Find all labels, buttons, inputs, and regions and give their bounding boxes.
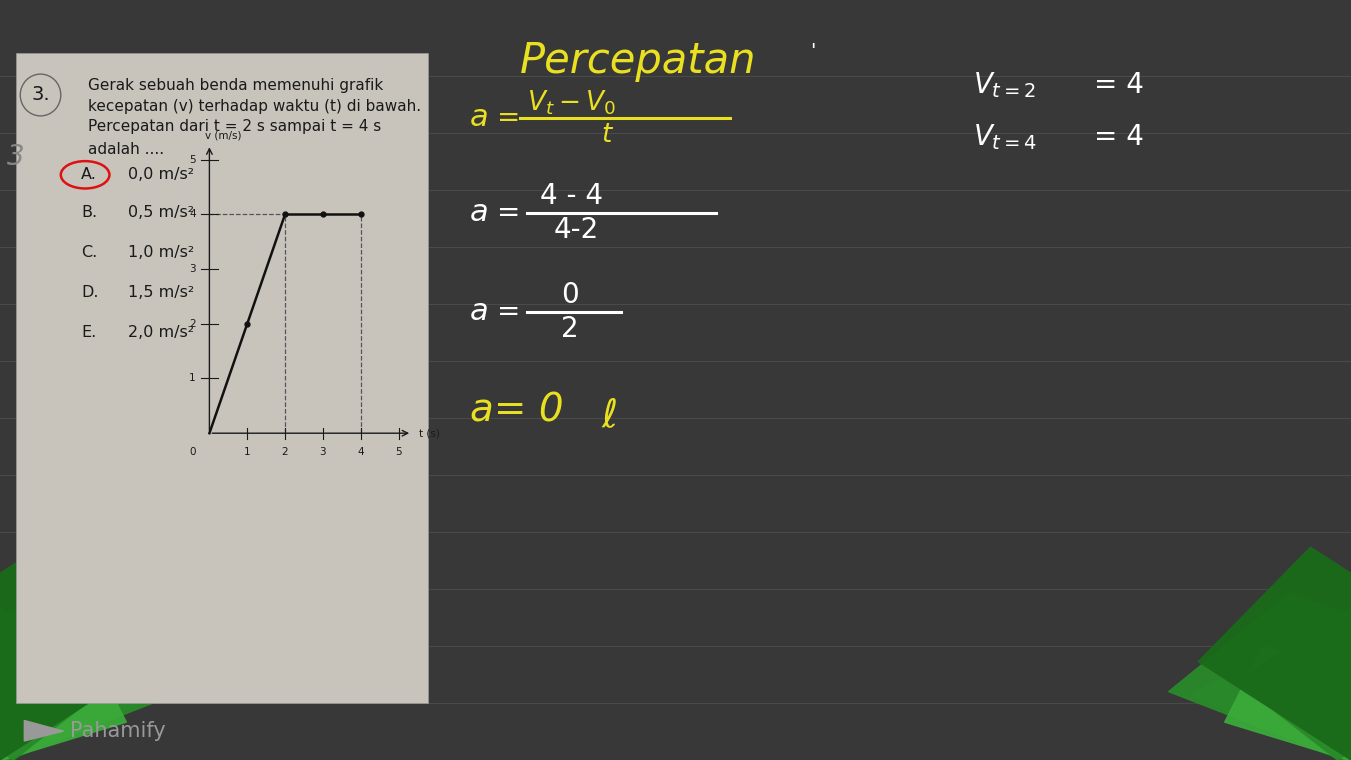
Text: adalah ....: adalah .... xyxy=(88,142,163,157)
Text: =: = xyxy=(497,199,520,226)
Text: ': ' xyxy=(811,42,816,61)
Text: 4-2: 4-2 xyxy=(554,217,598,244)
Text: =: = xyxy=(497,104,520,131)
Text: $V_{t=2}$: $V_{t=2}$ xyxy=(973,70,1035,100)
Text: 1,0 m/s²: 1,0 m/s² xyxy=(128,245,195,260)
Text: Pahamify: Pahamify xyxy=(70,721,166,741)
Text: 2,0 m/s²: 2,0 m/s² xyxy=(128,325,195,340)
Text: a= 0: a= 0 xyxy=(470,391,563,429)
Text: B.: B. xyxy=(81,205,97,220)
Polygon shape xyxy=(1189,623,1351,760)
Text: 1: 1 xyxy=(189,373,196,384)
Text: 1: 1 xyxy=(245,447,250,457)
Text: a: a xyxy=(470,297,489,326)
Text: v (m/s): v (m/s) xyxy=(205,131,242,141)
Text: $V_{t=4}$: $V_{t=4}$ xyxy=(973,122,1036,152)
Text: 0: 0 xyxy=(561,281,578,309)
Text: =: = xyxy=(497,298,520,325)
Text: $\ell$: $\ell$ xyxy=(601,397,617,435)
Text: A.: A. xyxy=(81,167,97,182)
Bar xyxy=(16,53,428,703)
Polygon shape xyxy=(1169,593,1351,760)
Text: 5: 5 xyxy=(396,447,401,457)
Text: a: a xyxy=(470,103,489,132)
Text: 4 - 4: 4 - 4 xyxy=(540,182,604,210)
Text: 0,0 m/s²: 0,0 m/s² xyxy=(128,167,195,182)
Text: = 4: = 4 xyxy=(1094,123,1144,150)
Text: t: t xyxy=(601,122,612,148)
Text: 3.: 3. xyxy=(31,86,50,105)
Polygon shape xyxy=(24,720,63,741)
Polygon shape xyxy=(1225,646,1351,760)
Text: 2: 2 xyxy=(282,447,288,457)
Text: 1,5 m/s²: 1,5 m/s² xyxy=(128,285,195,300)
Text: = 4: = 4 xyxy=(1094,71,1144,99)
Text: 2: 2 xyxy=(561,315,578,343)
Text: E.: E. xyxy=(81,325,96,340)
Polygon shape xyxy=(0,623,162,760)
Polygon shape xyxy=(0,608,115,760)
Polygon shape xyxy=(1198,547,1351,760)
Text: a: a xyxy=(470,198,489,227)
Text: Gerak sebuah benda memenuhi grafik: Gerak sebuah benda memenuhi grafik xyxy=(88,78,384,93)
Text: C.: C. xyxy=(81,245,97,260)
Polygon shape xyxy=(1236,608,1351,760)
Text: Percepatan dari t = 2 s sampai t = 4 s: Percepatan dari t = 2 s sampai t = 4 s xyxy=(88,119,381,135)
Polygon shape xyxy=(0,646,127,760)
Text: 5: 5 xyxy=(189,154,196,165)
Text: $V_t - V_0$: $V_t - V_0$ xyxy=(527,88,616,117)
Polygon shape xyxy=(0,593,182,760)
Text: 4: 4 xyxy=(358,447,363,457)
Text: 4: 4 xyxy=(189,209,196,220)
Text: 0: 0 xyxy=(189,447,196,457)
Text: 3: 3 xyxy=(320,447,326,457)
Text: Percepatan: Percepatan xyxy=(520,40,757,82)
Text: 3: 3 xyxy=(189,264,196,274)
Text: 3: 3 xyxy=(7,144,24,171)
Text: 2: 2 xyxy=(189,318,196,329)
Text: t (s): t (s) xyxy=(419,428,439,439)
Polygon shape xyxy=(0,547,153,760)
Text: 0,5 m/s²: 0,5 m/s² xyxy=(128,205,195,220)
Text: D.: D. xyxy=(81,285,99,300)
Text: kecepatan (v) terhadap waktu (t) di bawah.: kecepatan (v) terhadap waktu (t) di bawa… xyxy=(88,99,422,114)
